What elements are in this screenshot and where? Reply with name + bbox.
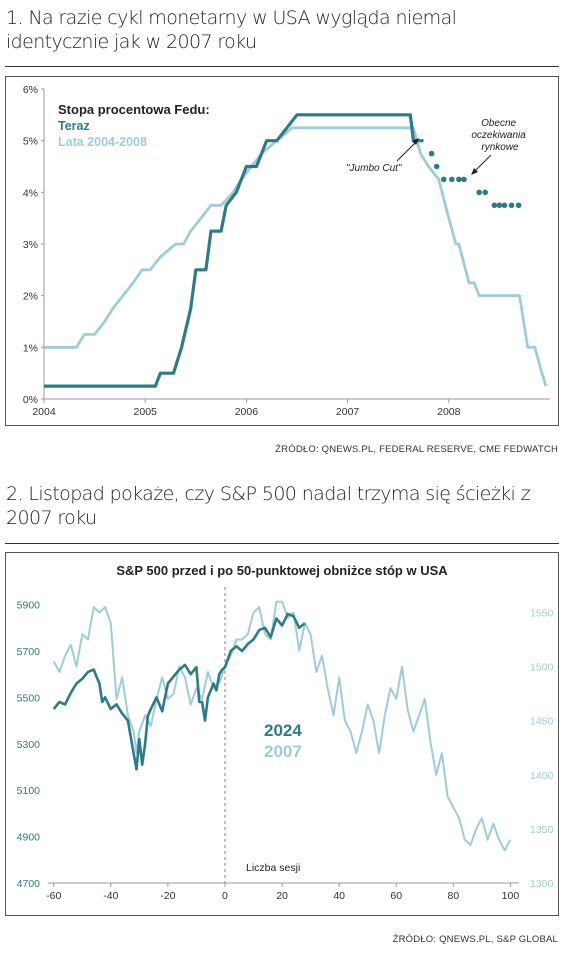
chart-title: S&P 500 przed i po 50-punktowej obniżce …	[116, 563, 448, 578]
series-line-2004-2008	[44, 126, 548, 387]
x-tick-label: 20	[276, 890, 288, 902]
x-tick-label: 80	[448, 890, 460, 902]
x-tick-label: 2006	[235, 406, 259, 418]
annotation-expectations: Obecne oczekiwania rynkowe	[471, 118, 528, 153]
x-tick-label: -40	[103, 890, 118, 902]
x-tick-label: 0	[222, 890, 228, 902]
expectation-dot	[501, 202, 508, 209]
x-tick-label: 100	[502, 890, 520, 902]
y-tick-label: 0%	[23, 394, 38, 406]
x-tick-label: 2004	[32, 406, 56, 418]
y-right-tick-label: 1550	[530, 607, 554, 619]
x-tick-label: -20	[160, 890, 175, 902]
fed-rate-chart: 0% 1% 2% 3% 4% 5% 6% 2004 2005 2006 2007 2008 Stopa…	[23, 84, 550, 418]
expectation-dot	[476, 189, 482, 196]
expectation-dot	[496, 202, 503, 209]
expectation-dot	[428, 150, 435, 157]
expectation-dot	[440, 176, 447, 183]
y-left-tick-label: 4900	[17, 832, 41, 844]
expectation-dot	[449, 176, 455, 183]
y-left-tick-label: 4700	[17, 878, 41, 890]
jumbo-cut-arrowhead	[412, 138, 419, 145]
x-tick-label: 40	[333, 890, 345, 902]
y-right-tick-label: 1400	[530, 770, 554, 782]
section-2-heading: 2. Listopad pokaże, czy S&P 500 nadal tr…	[6, 483, 531, 529]
section-1-rule	[5, 66, 559, 67]
section-1-heading: 1. Na razie cykl monetarny w USA wygląda…	[6, 7, 457, 53]
y-left-tick-label: 5700	[17, 646, 41, 658]
x-tick-label: 2005	[134, 406, 158, 418]
y-right-tick-label: 1350	[530, 824, 554, 836]
x-tick-label: -60	[46, 890, 61, 902]
y-right-tick-label: 1450	[530, 716, 554, 728]
y-tick-label: 6%	[23, 84, 38, 96]
y-tick-label: 4%	[23, 187, 38, 199]
y-left-tick-label: 5100	[17, 785, 41, 797]
legend-title: Stopa procentowa Fedu:	[58, 102, 210, 117]
section-2-rule	[5, 543, 559, 544]
x-tick-label: 2007	[336, 406, 360, 418]
x-tick-label: 60	[390, 890, 402, 902]
section-1-source: ŹRÓDŁO: QNEWS.PL, FEDERAL RESERVE, CME F…	[275, 444, 558, 455]
y-left-tick-label: 5500	[17, 692, 41, 704]
y-tick-label: 1%	[23, 342, 38, 354]
series-line-2007	[52, 600, 512, 852]
jumbo-cut-arrow	[396, 140, 418, 162]
y-tick-label: 3%	[23, 239, 38, 251]
expectations-arrow	[473, 154, 492, 173]
expectations-arrowhead	[471, 168, 478, 175]
expectation-dot	[508, 202, 515, 209]
series-line-2024	[52, 612, 306, 771]
sp500-chart-panel: S&P 500 przed i po 50-punktowej obniżce …	[5, 552, 559, 916]
x-tick-label: 2008	[437, 406, 461, 418]
section-2-source: ŹRÓDŁO: QNEWS.PL, S&P GLOBAL	[392, 934, 558, 945]
expectation-dot	[482, 189, 489, 196]
expectation-dot	[456, 176, 462, 183]
expectation-dot	[461, 176, 467, 183]
y-right-tick-label: 1300	[530, 878, 554, 890]
y-tick-label: 5%	[23, 136, 38, 148]
fed-rate-chart-panel: 0% 1% 2% 3% 4% 5% 6% 2004 2005 2006 2007 2008 Stopa…	[5, 76, 559, 426]
legend-entry-2004-2008: Lata 2004-2008	[58, 135, 147, 149]
expectation-dot	[433, 163, 440, 170]
legend-entry-2007: 2007	[264, 742, 302, 761]
legend-entry-teraz: Teraz	[58, 119, 90, 133]
annotation-session-count: Liczba sesji	[246, 862, 300, 874]
expectation-dot	[515, 202, 522, 209]
y-left-tick-label: 5900	[17, 600, 41, 612]
y-tick-label: 2%	[23, 291, 38, 303]
series-line-teraz	[44, 113, 424, 388]
y-left-tick-label: 5300	[17, 739, 41, 751]
y-right-tick-label: 1500	[530, 662, 554, 674]
expectation-dot	[491, 202, 498, 209]
annotation-jumbo-cut: "Jumbo Cut"	[346, 163, 402, 174]
sp500-chart: S&P 500 przed i po 50-punktowej obniżce …	[17, 563, 554, 902]
legend-entry-2024: 2024	[264, 721, 302, 740]
